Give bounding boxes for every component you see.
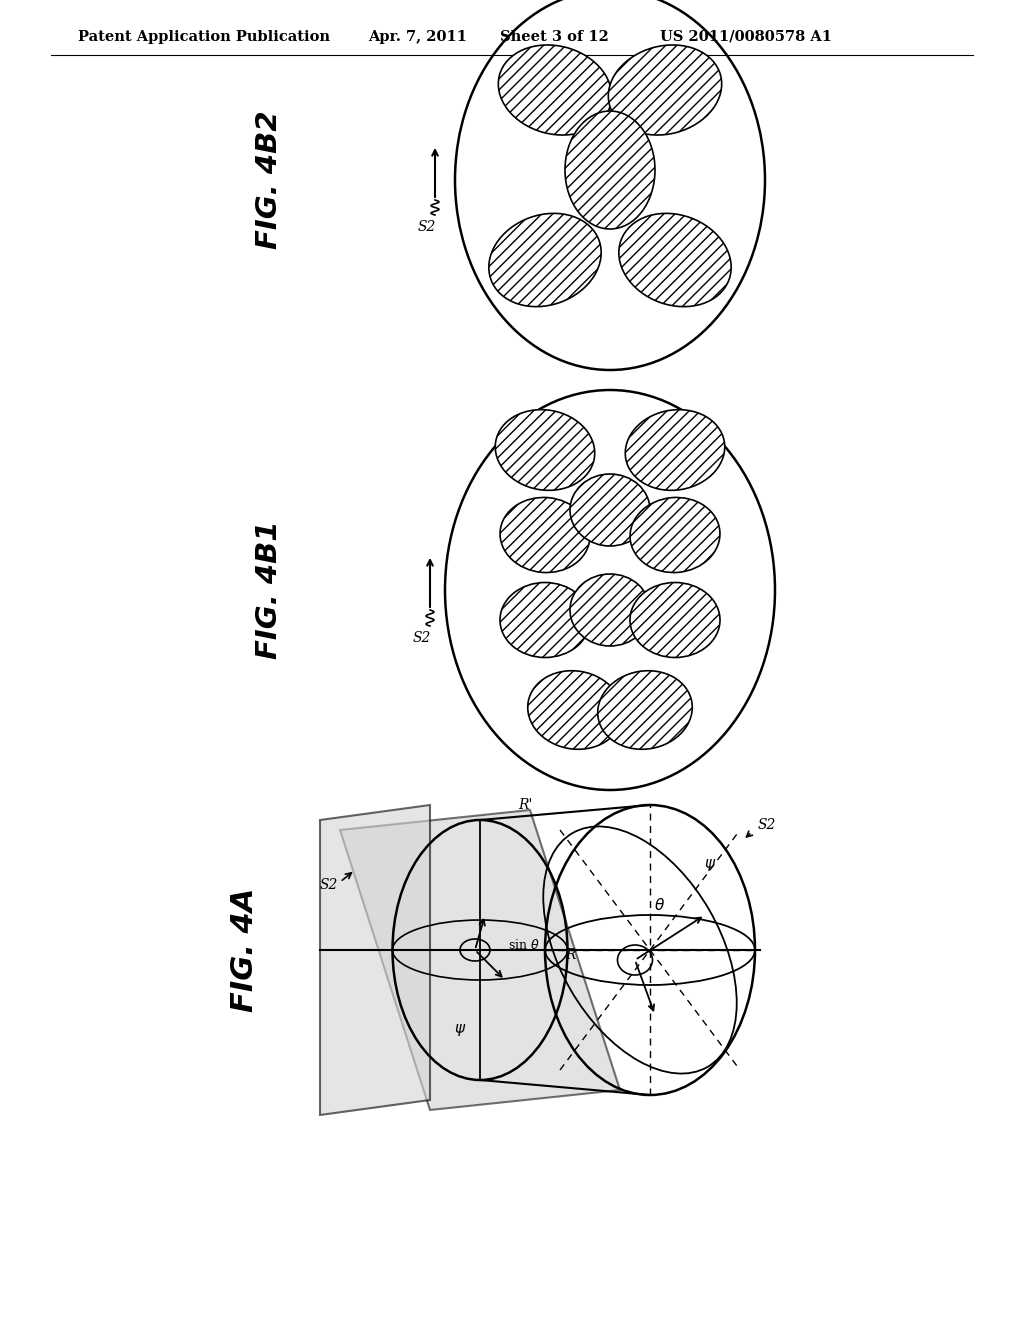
Ellipse shape xyxy=(570,574,650,645)
Text: $\psi$: $\psi$ xyxy=(454,1022,466,1038)
Ellipse shape xyxy=(500,582,590,657)
Text: Patent Application Publication: Patent Application Publication xyxy=(78,30,330,44)
Ellipse shape xyxy=(527,671,623,750)
Ellipse shape xyxy=(565,111,655,228)
Text: S2: S2 xyxy=(418,220,436,234)
Text: $\psi$: $\psi$ xyxy=(703,857,716,873)
Text: Apr. 7, 2011: Apr. 7, 2011 xyxy=(368,30,467,44)
Ellipse shape xyxy=(630,582,720,657)
Ellipse shape xyxy=(499,45,611,135)
Ellipse shape xyxy=(630,498,720,573)
Ellipse shape xyxy=(598,671,692,750)
Text: S2: S2 xyxy=(413,631,431,645)
Ellipse shape xyxy=(488,214,601,306)
Text: R: R xyxy=(565,948,575,962)
Text: US 2011/0080578 A1: US 2011/0080578 A1 xyxy=(660,30,831,44)
Polygon shape xyxy=(319,805,430,1115)
Text: sin $\theta$: sin $\theta$ xyxy=(508,939,540,952)
Text: S2: S2 xyxy=(758,818,776,832)
Text: S2: S2 xyxy=(319,878,338,892)
Polygon shape xyxy=(340,810,620,1110)
Text: FIG. 4A: FIG. 4A xyxy=(230,888,259,1012)
Text: FIG. 4B1: FIG. 4B1 xyxy=(255,520,283,659)
Ellipse shape xyxy=(626,409,725,490)
Ellipse shape xyxy=(570,474,650,546)
Text: $\theta$: $\theta$ xyxy=(654,898,666,913)
Text: R': R' xyxy=(518,799,532,812)
Text: FIG. 4B2: FIG. 4B2 xyxy=(255,111,283,249)
Ellipse shape xyxy=(618,214,731,306)
Ellipse shape xyxy=(496,409,595,490)
Ellipse shape xyxy=(608,45,722,135)
Ellipse shape xyxy=(500,498,590,573)
Text: Sheet 3 of 12: Sheet 3 of 12 xyxy=(500,30,609,44)
